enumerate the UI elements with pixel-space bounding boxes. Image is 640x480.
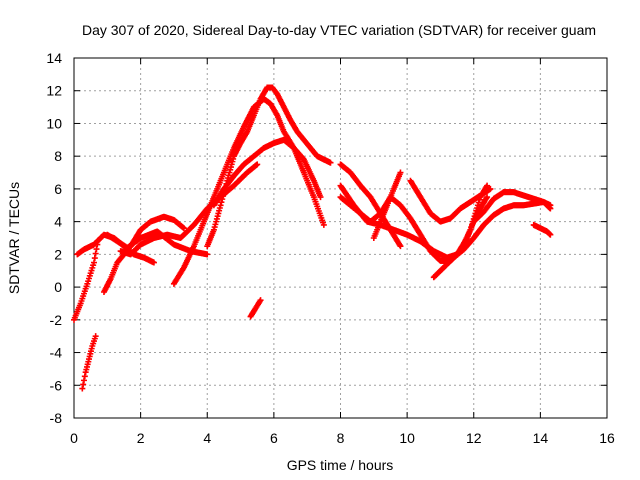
y-tick-label: -2: [50, 312, 63, 328]
data-point: [80, 377, 87, 384]
data-point: [484, 182, 491, 189]
data-point: [93, 246, 100, 253]
data-point: [90, 259, 97, 266]
data-point: [218, 199, 225, 206]
data-point: [80, 381, 87, 388]
y-tick-label: -6: [50, 377, 63, 393]
data-point: [150, 259, 157, 266]
data-point: [217, 202, 224, 209]
series-arc-14: [370, 169, 404, 241]
data-point: [92, 333, 99, 340]
y-tick-label: 0: [54, 279, 62, 295]
data-point: [317, 194, 324, 201]
data-point: [180, 225, 187, 232]
x-tick-label: 16: [599, 430, 615, 446]
y-tick-label: -4: [50, 345, 63, 361]
data-point: [204, 251, 211, 258]
x-tick-label: 2: [137, 430, 145, 446]
x-tick-label: 12: [466, 430, 482, 446]
data-point: [92, 250, 99, 257]
data-point: [397, 169, 404, 176]
data-point: [327, 159, 334, 166]
y-tick-label: 10: [46, 115, 62, 131]
y-axis-title: SDTVAR / TECUs: [6, 182, 22, 294]
series-arc-15: [407, 177, 494, 225]
y-tick-label: -8: [50, 410, 63, 426]
series-arc-16: [430, 199, 554, 281]
x-axis-title: GPS time / hours: [287, 457, 394, 473]
data-point: [81, 373, 88, 380]
y-tick-label: 14: [46, 50, 62, 66]
x-tick-label: 10: [399, 430, 415, 446]
data-point: [487, 185, 494, 192]
data-point: [91, 255, 98, 262]
x-tick-label: 14: [533, 430, 549, 446]
y-tick-label: 8: [54, 148, 62, 164]
data-point: [79, 385, 86, 392]
y-tick-label: 2: [54, 246, 62, 262]
series-arc-18: [530, 221, 554, 238]
x-tick-label: 8: [337, 430, 345, 446]
series-arc-9: [210, 136, 324, 209]
x-tick-label: 4: [203, 430, 211, 446]
axis-ticks: 0 2 4 6 8 10 12 14 16 -8 -6 -4 -2 0 2 4 6 8 10 12 14: [46, 50, 615, 446]
y-tick-label: 4: [54, 214, 62, 230]
data-point: [397, 243, 404, 250]
y-tick-label: 12: [46, 83, 62, 99]
data-point: [547, 202, 554, 209]
data-point: [547, 231, 554, 238]
series-arc-12: [337, 182, 491, 264]
x-tick-label: 6: [270, 430, 278, 446]
data-point: [254, 161, 261, 168]
chart-title: Day 307 of 2020, Sidereal Day-to-day VTE…: [82, 22, 596, 38]
data-points: [71, 84, 554, 392]
data-point: [257, 297, 264, 304]
x-tick-label: 0: [70, 430, 78, 446]
y-tick-label: 6: [54, 181, 62, 197]
series-arc-3: [79, 333, 99, 392]
data-point: [484, 194, 491, 201]
data-point: [320, 221, 327, 228]
series-arc-5: [117, 161, 261, 258]
series-arc-10: [247, 297, 264, 320]
series-arc-17: [470, 189, 554, 225]
